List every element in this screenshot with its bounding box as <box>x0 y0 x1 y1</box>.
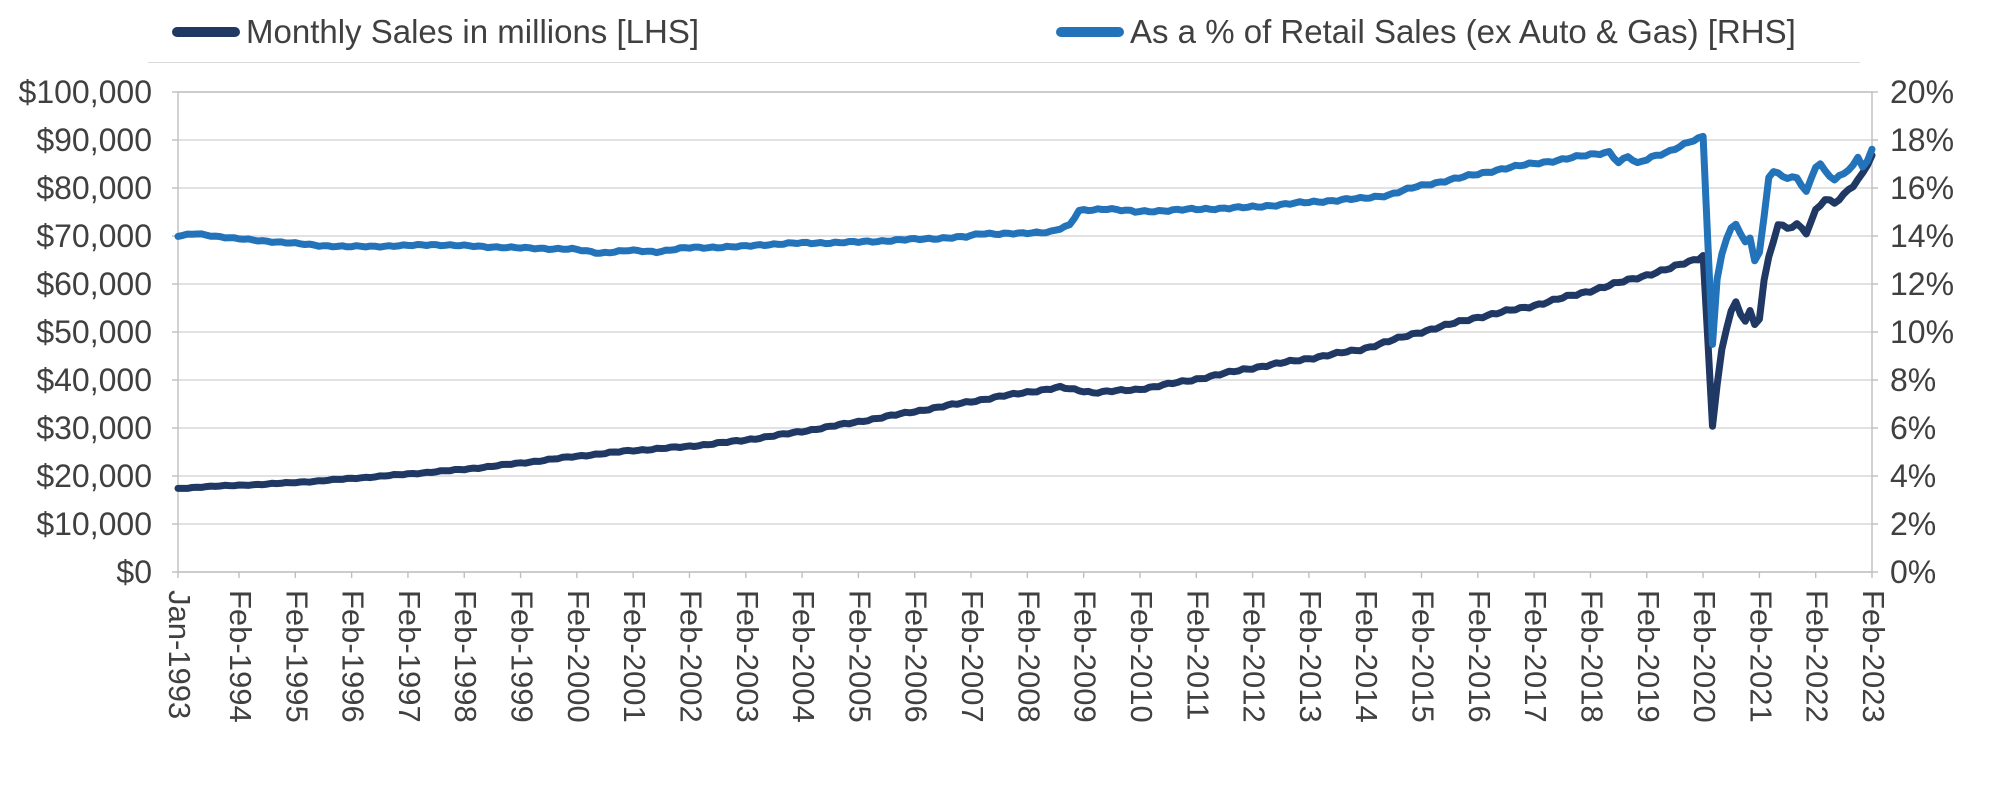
right-axis-label: 4% <box>1890 458 1936 494</box>
right-axis-label: 0% <box>1890 554 1936 590</box>
x-axis-label: Feb-2002 <box>673 590 708 723</box>
x-axis-label: Feb-2011 <box>1180 590 1215 720</box>
right-axis-label: 18% <box>1890 122 1954 158</box>
x-axis-label: Feb-1998 <box>448 590 483 723</box>
left-axis-label: $40,000 <box>36 362 152 398</box>
right-axis-label: 16% <box>1890 170 1954 206</box>
x-axis-label: Feb-2014 <box>1349 590 1384 723</box>
left-axis-label: $70,000 <box>36 218 152 254</box>
x-axis-label: Feb-2009 <box>1068 590 1103 723</box>
x-axis-label: Feb-2022 <box>1800 590 1835 723</box>
plot-border <box>177 91 1873 573</box>
legend-swatch-monthly-sales <box>172 27 240 37</box>
x-axis-label: Feb-2015 <box>1406 590 1441 723</box>
x-axis-label: Feb-2007 <box>955 590 990 723</box>
right-axis-label: 2% <box>1890 506 1936 542</box>
legend-item-pct-retail: As a % of Retail Sales (ex Auto & Gas) [… <box>1056 10 1796 54</box>
x-axis-label: Feb-1996 <box>336 590 371 723</box>
x-axis-label: Feb-1997 <box>392 590 427 723</box>
left-axis-label: $100,000 <box>19 74 152 110</box>
right-axis-label: 20% <box>1890 74 1954 110</box>
x-axis-label: Feb-1995 <box>279 590 314 723</box>
x-axis-label: Feb-2003 <box>730 590 765 723</box>
line-pct-retail-sales <box>174 132 1876 348</box>
right-axis-label: 14% <box>1890 218 1954 254</box>
x-axis-label: Feb-2018 <box>1574 590 1609 723</box>
line-monthly-sales <box>174 151 1876 492</box>
right-axis-label: 10% <box>1890 314 1954 350</box>
legend-label-monthly-sales: Monthly Sales in millions [LHS] <box>246 13 700 50</box>
left-axis-label: $80,000 <box>36 170 152 206</box>
x-axis-label: Feb-2008 <box>1011 590 1046 723</box>
x-axis-label: Feb-1994 <box>223 590 258 723</box>
left-axis-label: $50,000 <box>36 314 152 350</box>
left-axis-label: $60,000 <box>36 266 152 302</box>
x-axis-label: Feb-2021 <box>1743 590 1778 723</box>
x-axis-label: Feb-2001 <box>617 590 652 723</box>
x-axis-label: Feb-2000 <box>561 590 596 723</box>
legend-box-bottom-border <box>148 62 1860 63</box>
left-axis-label: $10,000 <box>36 506 152 542</box>
x-axis-label: Feb-2019 <box>1631 590 1666 723</box>
x-axis-label: Feb-2010 <box>1124 590 1159 723</box>
x-axis-label: Jan-1993 <box>162 590 197 719</box>
right-axis-label: 8% <box>1890 362 1936 398</box>
legend-item-monthly-sales: Monthly Sales in millions [LHS] <box>172 10 699 54</box>
x-axis-label: Feb-2005 <box>842 590 877 723</box>
right-axis-label: 12% <box>1890 266 1954 302</box>
left-axis-label: $20,000 <box>36 458 152 494</box>
x-axis-label: Feb-2012 <box>1237 590 1272 723</box>
legend-label-pct-retail: As a % of Retail Sales (ex Auto & Gas) [… <box>1130 13 1796 50</box>
right-axis-label: 6% <box>1890 410 1936 446</box>
x-axis-label: Feb-2020 <box>1687 590 1722 723</box>
x-axis-label: Feb-1999 <box>505 590 540 723</box>
legend-swatch-pct-retail <box>1056 27 1124 37</box>
x-axis-label: Feb-2017 <box>1518 590 1553 723</box>
x-axis-label: Feb-2016 <box>1462 590 1497 723</box>
x-axis-label: Feb-2004 <box>786 590 821 723</box>
x-axis-label: Feb-2006 <box>899 590 934 723</box>
left-axis-label: $30,000 <box>36 410 152 446</box>
left-axis-label: $0 <box>116 554 152 590</box>
left-axis-label: $90,000 <box>36 122 152 158</box>
x-axis-label: Feb-2023 <box>1856 590 1891 723</box>
x-axis-label: Feb-2013 <box>1293 590 1328 723</box>
